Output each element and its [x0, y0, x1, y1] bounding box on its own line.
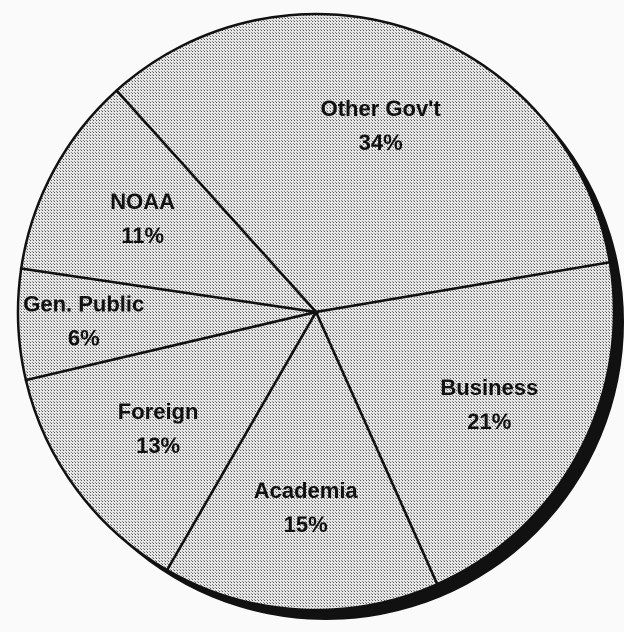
slice-value-label: 13% — [136, 433, 180, 458]
slice-value-label: 34% — [359, 130, 403, 155]
pie-slice — [165, 309, 439, 612]
pie-slice — [114, 12, 612, 314]
pie-slice — [19, 88, 320, 314]
pie-slice — [24, 310, 319, 572]
slice-label: Business — [440, 375, 538, 400]
slice-label: NOAA — [110, 189, 175, 214]
slice-value-label: 11% — [121, 223, 164, 248]
slice-label: Other Gov't — [321, 96, 442, 121]
slice-label: Foreign — [118, 399, 199, 424]
slice-value-label: 15% — [284, 512, 328, 537]
slice-label: Gen. Public — [23, 292, 144, 317]
slice-label: Academia — [254, 478, 359, 503]
pie-slice — [314, 260, 616, 586]
slice-value-label: 21% — [467, 409, 511, 434]
slice-value-label: 6% — [68, 326, 100, 351]
